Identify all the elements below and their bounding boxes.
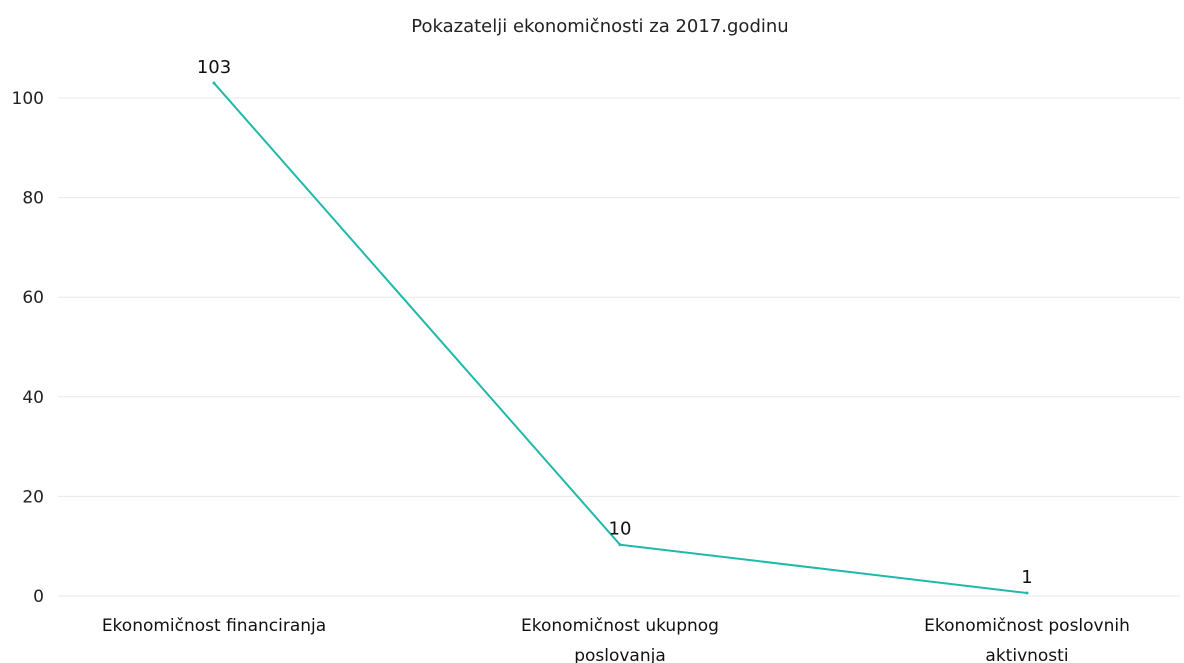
y-tick-label-2: 40 xyxy=(22,388,44,408)
data-label-2: 1 xyxy=(1021,567,1032,588)
y-tick-label-4: 80 xyxy=(22,189,44,209)
x-category-label-line: poslovanja xyxy=(574,646,666,663)
y-tick-label-3: 60 xyxy=(22,288,44,308)
x-category-label-line: Ekonomičnost poslovnih xyxy=(924,616,1130,636)
data-point-1 xyxy=(618,543,622,547)
y-tick-label-5: 100 xyxy=(12,89,44,109)
series-line-group xyxy=(213,82,1028,595)
x-category-label-line: Ekonomičnost financiranja xyxy=(102,616,326,636)
y-axis-tick-labels: 0 20 40 60 80 100 xyxy=(12,89,44,607)
x-category-label-0: Ekonomičnost financiranja xyxy=(102,616,326,636)
data-labels: 103 10 1 xyxy=(197,57,1033,595)
data-label-1: 10 xyxy=(609,519,632,540)
chart-title: Pokazatelji ekonomičnosti za 2017.godinu xyxy=(411,16,788,37)
x-category-label-2: Ekonomičnost poslovnih aktivnosti xyxy=(924,616,1130,663)
x-category-label-line: Ekonomičnost ukupnog xyxy=(521,616,719,636)
data-point-0 xyxy=(212,81,216,85)
data-label-0: 103 xyxy=(197,57,231,78)
grid-lines xyxy=(58,97,1180,597)
x-axis-category-labels: Ekonomičnost financiranja Ekonomičnost uk… xyxy=(102,616,1130,663)
x-category-label-line: aktivnosti xyxy=(985,646,1068,663)
y-tick-label-1: 20 xyxy=(22,487,44,507)
y-tick-label-0: 0 xyxy=(33,587,44,607)
x-category-label-1: Ekonomičnost ukupnog poslovanja xyxy=(521,616,719,663)
series-line xyxy=(213,82,1028,595)
data-point-2 xyxy=(1025,591,1029,595)
